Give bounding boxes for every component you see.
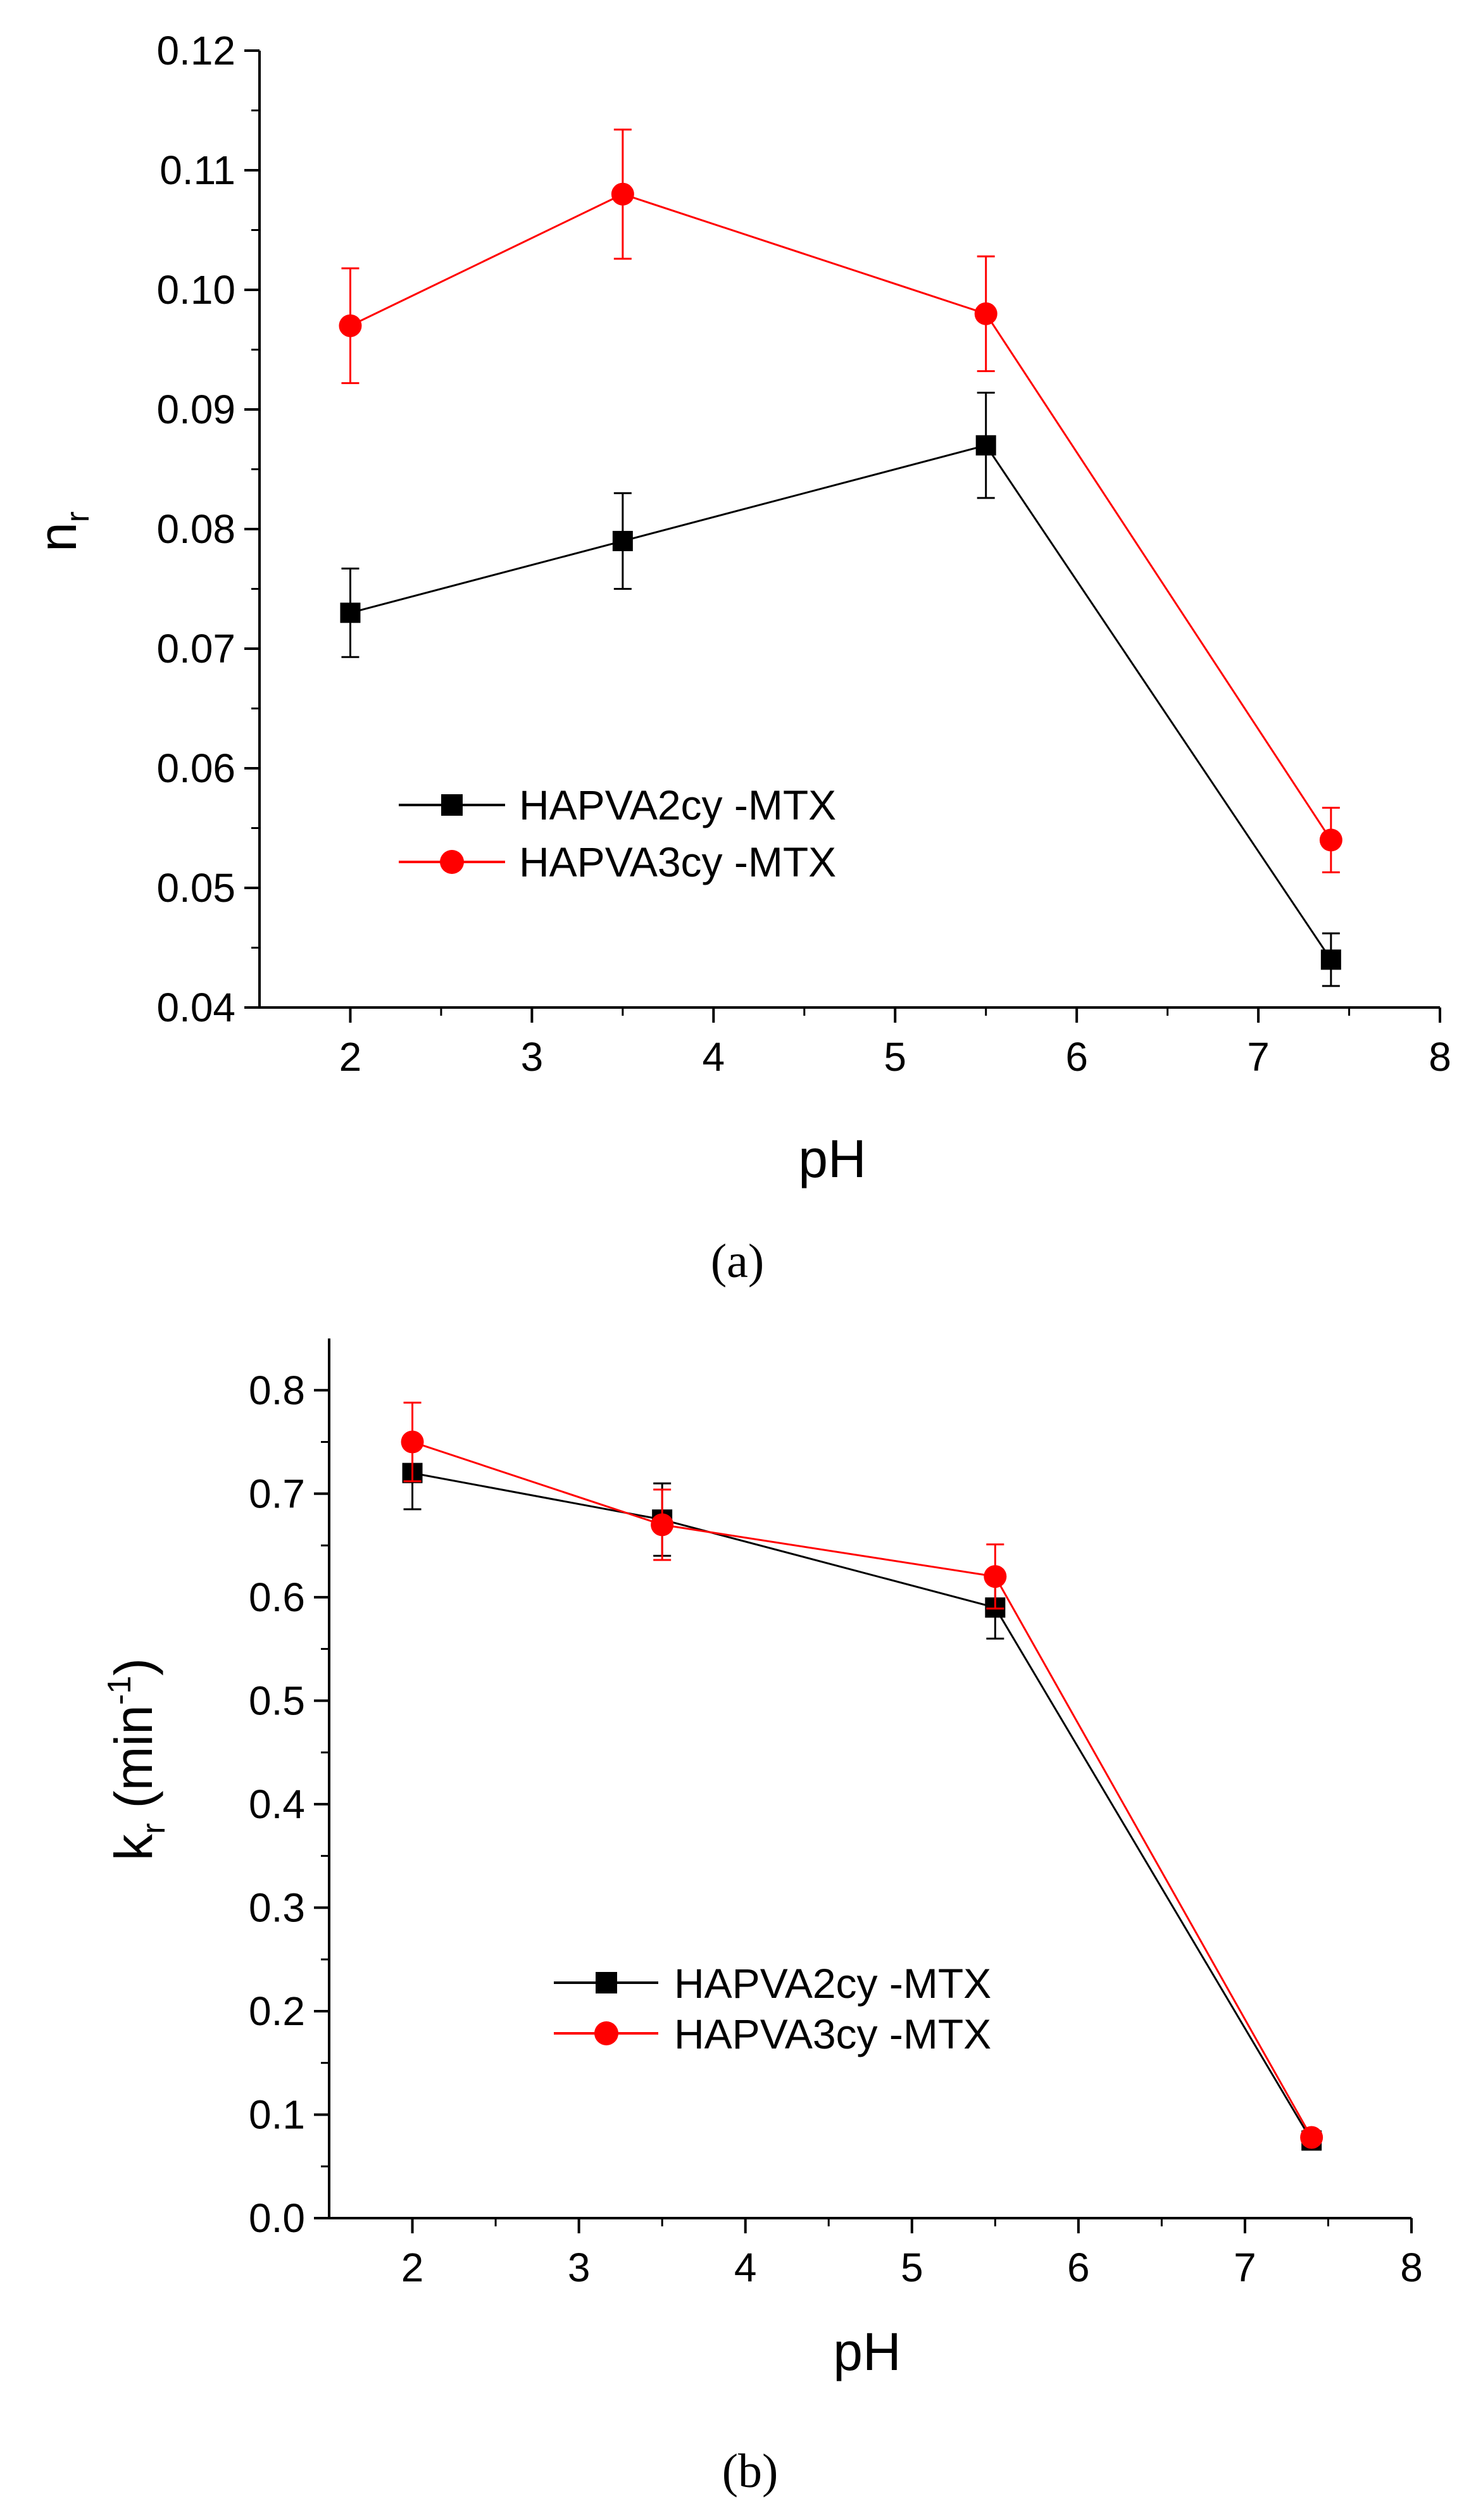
chart-a-x-tick-label-0: 2 (339, 1034, 362, 1080)
chart-b-y-tick-label-4: 0.4 (249, 1781, 305, 1827)
chart-a-y-tick-label-0: 0.04 (156, 985, 235, 1030)
chart-b-legend: HAPVA2cy -MTX HAPVA3cy -MTX (554, 1960, 991, 2057)
chart-b-y-tick-label-7: 0.7 (249, 1471, 305, 1516)
chart-b-series (401, 1401, 1323, 2151)
chart-a-y-axis-title-main: n (28, 522, 87, 552)
chart-a-legend: HAPVA2cy -MTX HAPVA3cy -MTX (399, 782, 836, 885)
chart-a-legend-label-1: HAPVA3cy -MTX (519, 839, 836, 885)
chart-a-series-0-point-0 (340, 602, 361, 623)
chart-a-ticks: 2 3 4 5 6 7 8 0.04 0.05 0.06 0.07 0.08 0.09 0.10 0.11 0… (156, 28, 1451, 1080)
chart-b-x-axis-title: pH (833, 2322, 901, 2381)
chart-a-series-1-point-3 (1319, 828, 1342, 852)
chart-b-series-1-point-0 (401, 1430, 424, 1454)
chart-b-panel-label: (b) (722, 2445, 779, 2498)
chart-a-y-tick-label-1: 0.05 (156, 865, 235, 911)
chart-b-y-tick-label-5: 0.5 (249, 1678, 305, 1723)
svg-text:nr: nr (28, 511, 96, 552)
chart-a-y-tick-label-4: 0.08 (156, 506, 235, 552)
chart-a-y-axis-title-sub: r (59, 511, 96, 522)
chart-b-series-1-line (412, 1441, 1313, 2138)
chart-a-y-axis-title: nr (28, 511, 96, 552)
chart-b-legend-marker-0 (596, 1972, 617, 1993)
chart-b-x-tick-label-4: 6 (1067, 2245, 1090, 2290)
chart-b-y-tick-label-6: 0.6 (249, 1575, 305, 1620)
chart-b-series-1-point-2 (984, 1565, 1007, 1588)
chart-b-y-axis-title-sub: r (135, 1823, 172, 1834)
chart-b-x-tick-label-5: 7 (1234, 2245, 1256, 2290)
chart-b-x-tick-label-0: 2 (401, 2245, 424, 2290)
chart-b-legend-marker-1 (594, 2021, 618, 2045)
chart-b-y-tick-label-2: 0.2 (249, 1988, 305, 2034)
chart-b-y-axis-title-main: k (104, 1833, 163, 1861)
chart-b-legend-label-0: HAPVA2cy -MTX (674, 1960, 991, 2007)
chart-a-legend-marker-0 (441, 794, 463, 816)
chart-a-x-tick-label-1: 3 (521, 1034, 544, 1080)
chart-a-series-1-point-1 (611, 182, 634, 206)
chart-b-series-1-point-1 (651, 1513, 674, 1537)
chart-a-x-tick-label-2: 4 (703, 1034, 725, 1080)
chart-a-y-tick-label-6: 0.10 (156, 267, 235, 313)
chart-b-y-axis-title: kr (min-1) (101, 1658, 172, 1861)
chart-b-ticks: 2 3 4 5 6 7 8 0.0 0.1 0.2 0.3 0.4 0.5 0.6 0.7 0.8 (249, 1368, 1423, 2290)
chart-b-x-tick-label-2: 4 (734, 2245, 757, 2290)
chart-a-y-tick-label-5: 0.09 (156, 387, 235, 432)
chart-b-y-axis-title-close: ) (104, 1658, 163, 1676)
chart-a-series-0-point-2 (975, 435, 996, 456)
chart-b-axes (328, 1338, 1411, 2219)
chart-a-series-1-point-2 (974, 302, 998, 325)
chart-b-series-0-line (412, 1472, 1313, 2142)
chart-b-y-axis-title-unit: (min (104, 1705, 163, 1823)
chart-a: 2 3 4 5 6 7 8 0.04 0.05 0.06 0.07 0.08 0.09 0.10 0.11 0… (28, 28, 1451, 1288)
chart-a-x-tick-label-5: 7 (1247, 1034, 1270, 1080)
chart-a-y-tick-label-8: 0.12 (156, 28, 235, 73)
chart-b-legend-label-1: HAPVA3cy -MTX (674, 2011, 991, 2057)
chart-a-panel-label: (a) (711, 1235, 764, 1288)
chart-a-x-tick-label-6: 8 (1429, 1034, 1451, 1080)
chart-a-series-0-point-1 (612, 530, 633, 551)
chart-a-y-tick-label-2: 0.06 (156, 745, 235, 791)
chart-b-x-tick-label-3: 5 (901, 2245, 923, 2290)
chart-a-y-tick-label-3: 0.07 (156, 626, 235, 671)
chart-b-x-tick-label-6: 8 (1400, 2245, 1423, 2290)
chart-b-x-tick-label-1: 3 (568, 2245, 591, 2290)
chart-b-y-axis-title-sup: -1 (101, 1676, 138, 1705)
chart-a-series-0-point-3 (1320, 949, 1341, 970)
chart-a-legend-label-0: HAPVA2cy -MTX (519, 782, 836, 828)
chart-a-series (339, 128, 1342, 987)
chart-a-x-tick-label-3: 5 (884, 1034, 906, 1080)
chart-b: 2 3 4 5 6 7 8 0.0 0.1 0.2 0.3 0.4 0.5 0.6 0.7 0.8 HAPVA… (101, 1338, 1423, 2498)
chart-a-series-0-line (350, 444, 1332, 961)
chart-b-y-tick-label-0: 0.0 (249, 2195, 305, 2241)
chart-a-legend-marker-1 (440, 850, 464, 874)
chart-b-y-tick-label-8: 0.8 (249, 1368, 305, 1413)
chart-a-x-axis-title: pH (798, 1129, 866, 1188)
chart-b-y-tick-label-1: 0.1 (249, 2092, 305, 2137)
svg-text:kr (min-1): kr (min-1) (101, 1658, 172, 1861)
chart-b-y-tick-label-3: 0.3 (249, 1885, 305, 1930)
chart-b-series-1-point-3 (1300, 2126, 1323, 2149)
chart-a-series-1-point-0 (339, 314, 362, 337)
chart-a-x-tick-label-4: 6 (1065, 1034, 1088, 1080)
chart-a-y-tick-label-7: 0.11 (160, 147, 235, 193)
chart-a-series-1-line (349, 193, 1332, 841)
